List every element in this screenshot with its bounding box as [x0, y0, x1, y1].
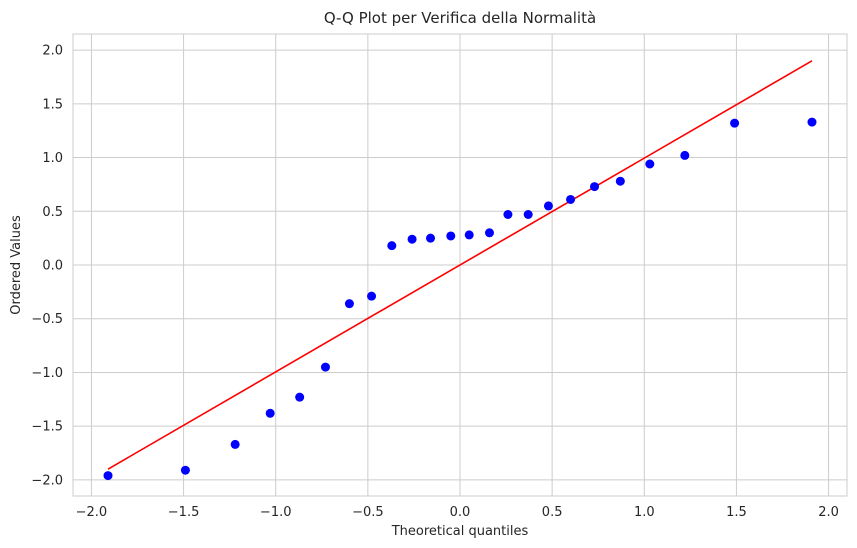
x-axis-ticks: −2.0 −1.5 −1.0 −0.5 0.0 0.5 1.0 1.5 2.0	[76, 505, 839, 520]
data-point	[320, 362, 330, 372]
data-point	[367, 291, 377, 301]
data-point	[566, 194, 576, 204]
x-tick-label: 2.0	[818, 505, 839, 520]
y-axis-label: Ordered Values	[9, 215, 24, 315]
data-point	[503, 210, 513, 220]
data-point	[103, 471, 113, 481]
data-point	[230, 439, 240, 449]
data-point	[446, 231, 456, 241]
data-point	[344, 299, 354, 309]
data-point	[730, 118, 740, 128]
data-point	[387, 241, 397, 251]
data-point	[543, 201, 553, 211]
data-point	[464, 230, 474, 240]
y-tick-label: 2.0	[42, 44, 63, 59]
x-tick-label: 0.0	[450, 505, 471, 520]
data-point	[645, 159, 655, 169]
x-tick-label: −2.0	[76, 505, 108, 520]
data-point	[615, 176, 625, 186]
y-tick-label: 1.5	[42, 97, 63, 112]
reference-line	[107, 60, 813, 470]
x-tick-label: 1.5	[726, 505, 747, 520]
data-point	[590, 182, 600, 192]
y-tick-label: −1.5	[31, 420, 63, 435]
x-tick-label: −1.0	[260, 505, 292, 520]
data-point	[807, 117, 817, 127]
reference-line-layer	[107, 60, 813, 470]
x-axis-label: Theoretical quantiles	[391, 524, 529, 539]
data-point	[265, 408, 275, 418]
y-axis-ticks: −2.0 −1.5 −1.0 −0.5 0.0 0.5 1.0 1.5 2.0	[31, 44, 63, 489]
data-point	[426, 233, 436, 243]
data-point	[484, 228, 494, 238]
x-tick-label: −0.5	[352, 505, 384, 520]
chart-title: Q-Q Plot per Verifica della Normalità	[324, 9, 596, 27]
data-points-layer	[103, 117, 817, 481]
data-point	[523, 210, 533, 220]
data-point	[680, 150, 690, 160]
x-tick-label: 1.0	[634, 505, 655, 520]
y-tick-label: 0.5	[42, 205, 63, 220]
y-tick-label: −0.5	[31, 312, 63, 327]
y-tick-label: 0.0	[42, 259, 63, 274]
plot-area-frame	[72, 33, 848, 497]
data-point	[180, 465, 190, 475]
data-point	[295, 392, 305, 402]
x-tick-label: 0.5	[542, 505, 563, 520]
data-point	[407, 234, 417, 244]
y-tick-label: 1.0	[42, 151, 63, 166]
x-tick-label: −1.5	[168, 505, 200, 520]
y-tick-label: −1.0	[31, 366, 63, 381]
y-tick-label: −2.0	[31, 473, 63, 488]
